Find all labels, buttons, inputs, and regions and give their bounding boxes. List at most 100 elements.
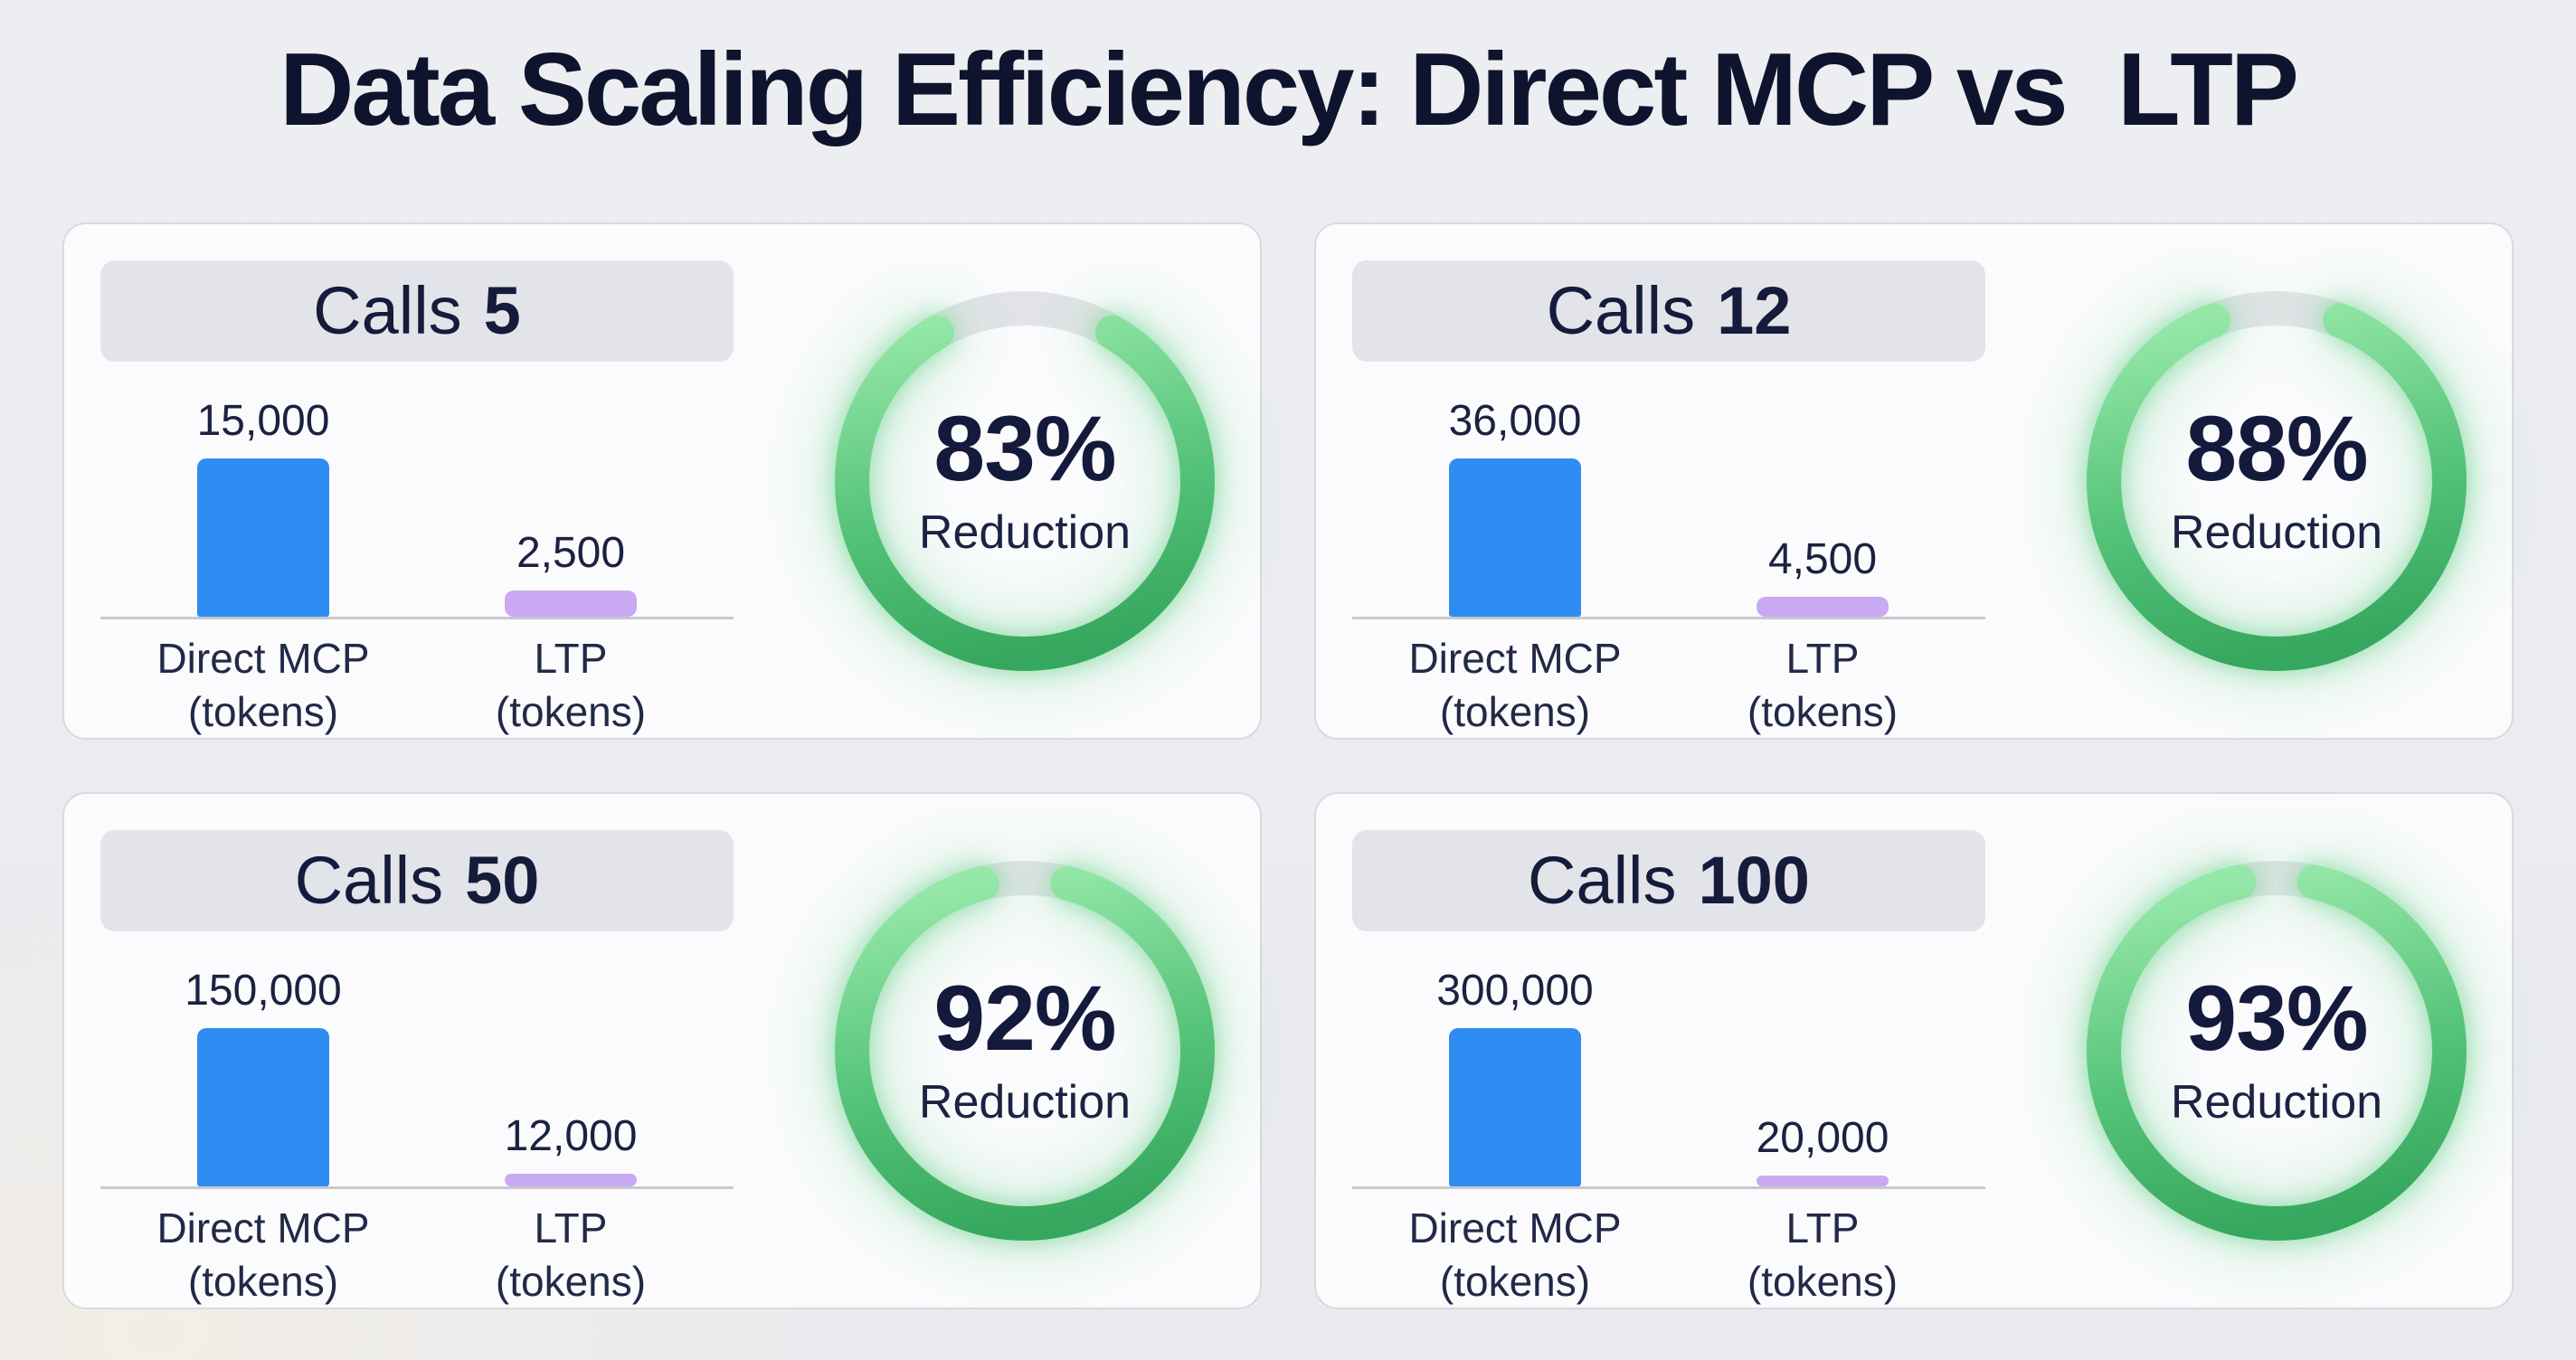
bar-chart: 36,000 4,500 xyxy=(1352,362,1985,617)
bar-direct-mcp xyxy=(1449,1027,1581,1186)
bar-ltp xyxy=(505,1173,637,1186)
calls-badge: Calls 5 xyxy=(100,260,734,362)
bar-group-direct-mcp: 36,000 xyxy=(1361,396,1669,617)
axis-label-unit: (tokens) xyxy=(1747,1258,1899,1306)
bar-ltp xyxy=(505,590,637,617)
ring-text: 83% Reduction xyxy=(835,291,1215,671)
ring-arc xyxy=(2087,860,2467,1241)
axis-label-direct-mcp: Direct MCP (tokens) xyxy=(1361,1202,1669,1310)
calls-word: Calls xyxy=(294,843,444,919)
axis-label-unit: (tokens) xyxy=(1439,1258,1591,1306)
axis-label-name: Direct MCP xyxy=(156,634,370,682)
ring-text: 88% Reduction xyxy=(2087,291,2467,671)
calls-word: Calls xyxy=(1546,273,1696,349)
calls-badge: Calls 50 xyxy=(100,829,734,931)
axis-label-name: Direct MCP xyxy=(1408,1204,1622,1251)
axis-label-unit: (tokens) xyxy=(1439,688,1591,736)
axis-label-name: LTP xyxy=(534,1204,608,1251)
bar-chart: 150,000 12,000 xyxy=(100,931,734,1186)
bar-value-label: 20,000 xyxy=(1756,1113,1889,1162)
axis-label-unit: (tokens) xyxy=(187,688,339,736)
bar-value-label: 4,500 xyxy=(1767,534,1878,583)
bar-value-label: 15,000 xyxy=(196,396,330,445)
bar-value-label: 36,000 xyxy=(1448,396,1582,445)
calls-badge: Calls 12 xyxy=(1352,260,1985,362)
bar-group-ltp: 2,500 xyxy=(417,528,724,617)
ring-arc xyxy=(835,290,1215,671)
bar-group-direct-mcp: 300,000 xyxy=(1361,966,1669,1186)
bar-ltp xyxy=(1757,596,1889,617)
axis-labels: Direct MCP (tokens) LTP (tokens) xyxy=(1352,1202,1985,1310)
reduction-caption: Reduction xyxy=(918,505,1132,559)
panel-ring-side: 83% Reduction xyxy=(790,224,1260,738)
axis-label-direct-mcp: Direct MCP (tokens) xyxy=(1361,632,1669,741)
axis-label-name: LTP xyxy=(1785,634,1860,682)
reduction-ring: 92% Reduction xyxy=(835,860,1215,1241)
axis-label-name: Direct MCP xyxy=(1408,634,1622,682)
bar-ltp xyxy=(1757,1175,1889,1186)
calls-value: 12 xyxy=(1717,273,1792,349)
panel-chart-side: Calls 50 150,000 12,000 Dire xyxy=(64,794,790,1308)
calls-word: Calls xyxy=(1528,843,1677,919)
axis-label-direct-mcp: Direct MCP (tokens) xyxy=(109,632,417,741)
ring-text: 92% Reduction xyxy=(835,861,1215,1241)
axis-label-direct-mcp: Direct MCP (tokens) xyxy=(109,1202,417,1310)
axis-label-ltp: LTP (tokens) xyxy=(1669,1202,1976,1310)
axis-label-ltp: LTP (tokens) xyxy=(417,632,724,741)
panel-calls-50: Calls 50 150,000 12,000 Dire xyxy=(62,791,1262,1309)
page-title: Data Scaling Efficiency: Direct MCP vs L… xyxy=(279,33,2299,147)
axis-label-unit: (tokens) xyxy=(495,688,647,736)
axis-baseline xyxy=(1352,616,1985,619)
bar-value-label: 12,000 xyxy=(504,1111,638,1160)
reduction-ring: 88% Reduction xyxy=(2087,290,2467,671)
axis-label-ltp: LTP (tokens) xyxy=(417,1202,724,1310)
reduction-caption: Reduction xyxy=(2170,1075,2383,1129)
ring-svg xyxy=(2087,290,2467,671)
reduction-percentage: 92% xyxy=(933,966,1116,1070)
panel-chart-side: Calls 5 15,000 2,500 Direct xyxy=(64,224,790,738)
bar-direct-mcp xyxy=(197,458,329,617)
axis-labels: Direct MCP (tokens) LTP (tokens) xyxy=(100,1202,734,1310)
bar-direct-mcp xyxy=(197,1027,329,1186)
bar-group-ltp: 12,000 xyxy=(417,1111,724,1186)
bar-group-direct-mcp: 150,000 xyxy=(109,966,417,1186)
bar-value-label: 150,000 xyxy=(185,966,342,1015)
reduction-caption: Reduction xyxy=(2170,505,2383,559)
axis-baseline xyxy=(1352,1185,1985,1189)
bar-value-label: 300,000 xyxy=(1436,966,1594,1015)
panel-calls-12: Calls 12 36,000 4,500 Direct xyxy=(1314,222,2514,740)
axis-labels: Direct MCP (tokens) LTP (tokens) xyxy=(1352,632,1985,741)
panel-calls-5: Calls 5 15,000 2,500 Direct xyxy=(62,222,1262,740)
bar-chart: 15,000 2,500 xyxy=(100,362,734,617)
reduction-ring: 93% Reduction xyxy=(2087,860,2467,1241)
calls-value: 50 xyxy=(465,843,540,919)
panel-ring-side: 93% Reduction xyxy=(2041,794,2512,1308)
axis-label-unit: (tokens) xyxy=(187,1258,339,1306)
ring-svg xyxy=(2087,860,2467,1241)
panel-grid: Calls 5 15,000 2,500 Direct xyxy=(62,222,2514,1309)
calls-word: Calls xyxy=(313,273,462,349)
bar-value-label: 2,500 xyxy=(516,528,626,577)
calls-value: 5 xyxy=(483,273,521,349)
bar-chart: 300,000 20,000 xyxy=(1352,931,1985,1186)
axis-label-ltp: LTP (tokens) xyxy=(1669,632,1976,741)
axis-labels: Direct MCP (tokens) LTP (tokens) xyxy=(100,632,734,741)
axis-baseline xyxy=(100,1185,734,1189)
reduction-caption: Reduction xyxy=(918,1075,1132,1129)
panel-calls-100: Calls 100 300,000 20,000 Dir xyxy=(1314,791,2514,1310)
reduction-percentage: 83% xyxy=(933,396,1116,500)
ring-svg xyxy=(835,290,1215,671)
panel-ring-side: 88% Reduction xyxy=(2041,224,2512,738)
calls-value: 100 xyxy=(1698,843,1810,919)
reduction-percentage: 88% xyxy=(2185,396,2368,500)
axis-label-name: LTP xyxy=(534,634,608,682)
axis-label-name: LTP xyxy=(1785,1204,1860,1251)
ring-arc xyxy=(835,860,1215,1241)
calls-badge: Calls 100 xyxy=(1352,829,1985,931)
panel-ring-side: 92% Reduction xyxy=(790,794,1260,1308)
reduction-percentage: 93% xyxy=(2185,966,2368,1070)
bar-group-direct-mcp: 15,000 xyxy=(109,396,417,617)
ring-arc xyxy=(2087,290,2467,671)
panel-chart-side: Calls 12 36,000 4,500 Direct xyxy=(1316,224,2041,738)
reduction-ring: 83% Reduction xyxy=(835,290,1215,671)
